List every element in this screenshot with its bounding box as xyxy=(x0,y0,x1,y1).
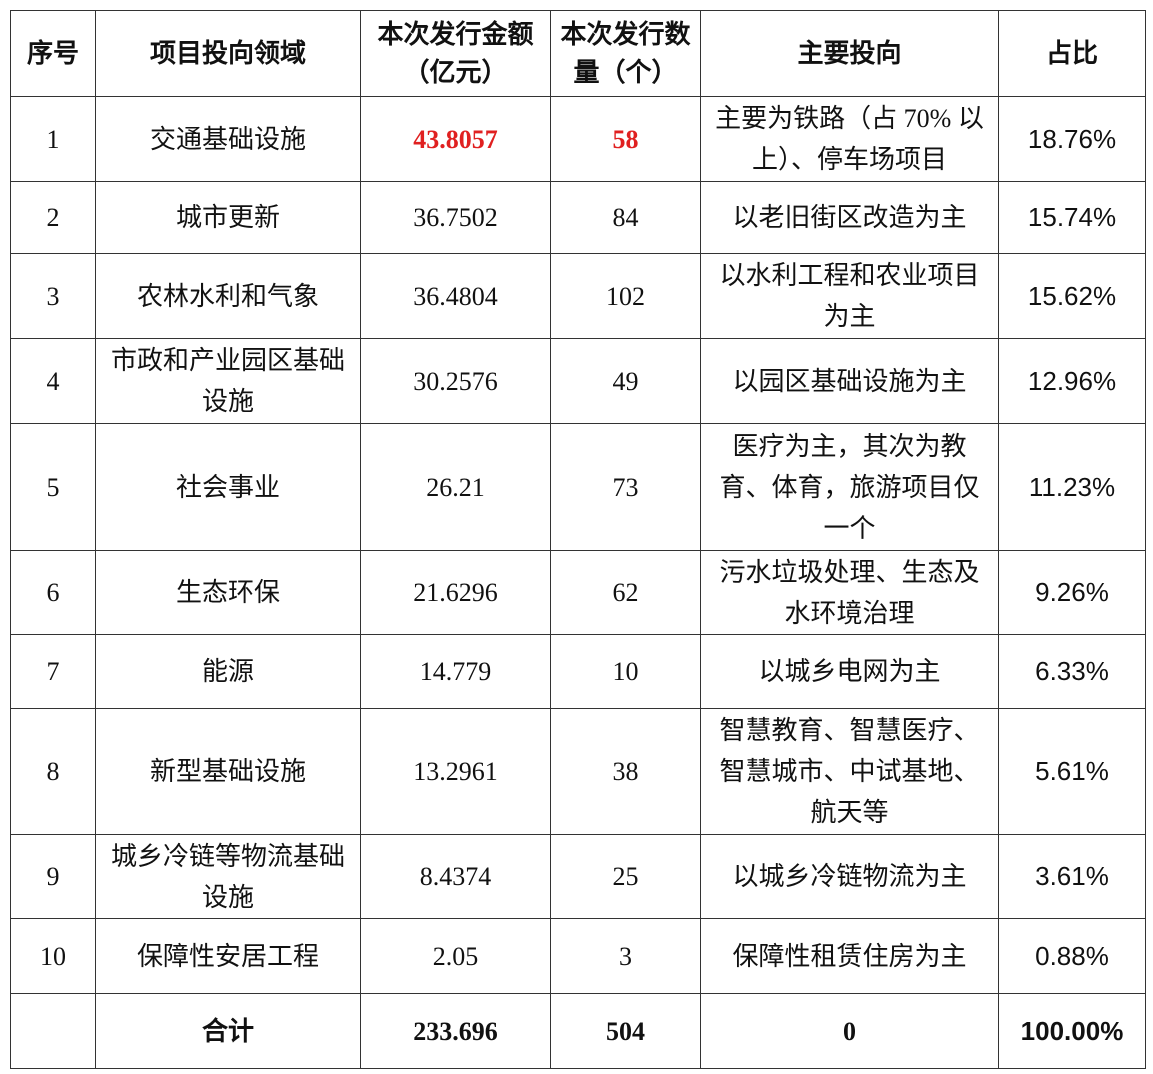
table-cell: 2 xyxy=(10,181,96,254)
table-cell: 医疗为主，其次为教育、体育，旅游项目仅一个 xyxy=(700,423,999,551)
table-cell: 5 xyxy=(10,423,96,551)
table-cell: 以园区基础设施为主 xyxy=(700,338,999,424)
header-cell: 序号 xyxy=(10,10,96,97)
table-cell: 12.96% xyxy=(998,338,1146,424)
total-cell: 0 xyxy=(700,993,999,1069)
table-cell: 以城乡电网为主 xyxy=(700,634,999,709)
total-cell: 504 xyxy=(550,993,701,1069)
table-cell: 保障性安居工程 xyxy=(95,918,361,994)
table-cell: 主要为铁路（占 70% 以上）、停车场项目 xyxy=(700,96,999,182)
header-cell: 本次发行金额（亿元） xyxy=(360,10,551,97)
table-cell: 8 xyxy=(10,708,96,835)
table-cell: 7 xyxy=(10,634,96,709)
table-row: 7 能源 14.779 10 以城乡电网为主 6.33% xyxy=(10,634,1146,709)
table-cell: 9.26% xyxy=(998,550,1146,635)
table-cell: 2.05 xyxy=(360,918,551,994)
table-row: 4 市政和产业园区基础设施 30.2576 49 以园区基础设施为主 12.96% xyxy=(10,338,1146,424)
table-cell: 4 xyxy=(10,338,96,424)
table-cell: 3.61% xyxy=(998,834,1146,919)
table-cell: 15.74% xyxy=(998,181,1146,254)
table-cell xyxy=(10,993,96,1069)
table-row: 2 城市更新 36.7502 84 以老旧街区改造为主 15.74% xyxy=(10,181,1146,254)
table-cell: 社会事业 xyxy=(95,423,361,551)
table-cell: 保障性租赁住房为主 xyxy=(700,918,999,994)
table-cell: 以水利工程和农业项目为主 xyxy=(700,253,999,339)
table-cell: 城乡冷链等物流基础设施 xyxy=(95,834,361,919)
table-cell: 25 xyxy=(550,834,701,919)
table-row: 1 交通基础设施 43.8057 58 主要为铁路（占 70% 以上）、停车场项目 18.… xyxy=(10,96,1146,182)
table-cell: 30.2576 xyxy=(360,338,551,424)
total-cell: 合计 xyxy=(95,993,361,1069)
table-cell: 102 xyxy=(550,253,701,339)
table-cell: 84 xyxy=(550,181,701,254)
table-cell: 污水垃圾处理、生态及水环境治理 xyxy=(700,550,999,635)
table-cell: 73 xyxy=(550,423,701,551)
header-cell: 主要投向 xyxy=(700,10,999,97)
table-cell: 14.779 xyxy=(360,634,551,709)
table-cell: 市政和产业园区基础设施 xyxy=(95,338,361,424)
table-cell: 8.4374 xyxy=(360,834,551,919)
table-cell: 49 xyxy=(550,338,701,424)
table-cell: 13.2961 xyxy=(360,708,551,835)
table-cell: 43.8057 xyxy=(360,96,551,182)
total-cell: 233.696 xyxy=(360,993,551,1069)
table-cell: 38 xyxy=(550,708,701,835)
table-cell: 农林水利和气象 xyxy=(95,253,361,339)
table-cell: 能源 xyxy=(95,634,361,709)
table-cell: 10 xyxy=(550,634,701,709)
table-cell: 11.23% xyxy=(998,423,1146,551)
header-cell: 项目投向领域 xyxy=(95,10,361,97)
table-cell: 新型基础设施 xyxy=(95,708,361,835)
table-cell: 6.33% xyxy=(998,634,1146,709)
table-cell: 18.76% xyxy=(998,96,1146,182)
table-cell: 0.88% xyxy=(998,918,1146,994)
table-cell: 1 xyxy=(10,96,96,182)
table-cell: 58 xyxy=(550,96,701,182)
table-body: 1 交通基础设施 43.8057 58 主要为铁路（占 70% 以上）、停车场项目 18.… xyxy=(10,96,1146,1069)
table-cell: 15.62% xyxy=(998,253,1146,339)
table-cell: 26.21 xyxy=(360,423,551,551)
table-cell: 10 xyxy=(10,918,96,994)
table-cell: 9 xyxy=(10,834,96,919)
header-row: 序号 项目投向领域 本次发行金额（亿元） 本次发行数量（个） 主要投向 占比 xyxy=(10,10,1146,97)
table-cell: 3 xyxy=(10,253,96,339)
header-cell: 本次发行数量（个） xyxy=(550,10,701,97)
table-row: 6 生态环保 21.6296 62 污水垃圾处理、生态及水环境治理 9.26% xyxy=(10,550,1146,635)
table-cell: 36.4804 xyxy=(360,253,551,339)
table-cell: 交通基础设施 xyxy=(95,96,361,182)
table-row: 10 保障性安居工程 2.05 3 保障性租赁住房为主 0.88% xyxy=(10,918,1146,994)
table-cell: 62 xyxy=(550,550,701,635)
table-cell: 5.61% xyxy=(998,708,1146,835)
table-cell: 城市更新 xyxy=(95,181,361,254)
table-cell: 以城乡冷链物流为主 xyxy=(700,834,999,919)
table-cell: 智慧教育、智慧医疗、智慧城市、中试基地、航天等 xyxy=(700,708,999,835)
data-table: 序号 项目投向领域 本次发行金额（亿元） 本次发行数量（个） 主要投向 占比 1 交通基础设… xyxy=(10,10,1146,1069)
table-row: 9 城乡冷链等物流基础设施 8.4374 25 以城乡冷链物流为主 3.61% xyxy=(10,834,1146,919)
table-cell: 以老旧街区改造为主 xyxy=(700,181,999,254)
table-row: 3 农林水利和气象 36.4804 102 以水利工程和农业项目为主 15.62% xyxy=(10,253,1146,339)
total-row: 合计 233.696 504 0 100.00% xyxy=(10,993,1146,1069)
total-cell: 100.00% xyxy=(998,993,1146,1069)
table-cell: 6 xyxy=(10,550,96,635)
table-cell: 21.6296 xyxy=(360,550,551,635)
table-cell: 3 xyxy=(550,918,701,994)
table-cell: 36.7502 xyxy=(360,181,551,254)
table-row: 8 新型基础设施 13.2961 38 智慧教育、智慧医疗、智慧城市、中试基地、航天等 5… xyxy=(10,708,1146,835)
header-cell: 占比 xyxy=(998,10,1146,97)
table-cell: 生态环保 xyxy=(95,550,361,635)
table-row: 5 社会事业 26.21 73 医疗为主，其次为教育、体育，旅游项目仅一个 11.23% xyxy=(10,423,1146,551)
